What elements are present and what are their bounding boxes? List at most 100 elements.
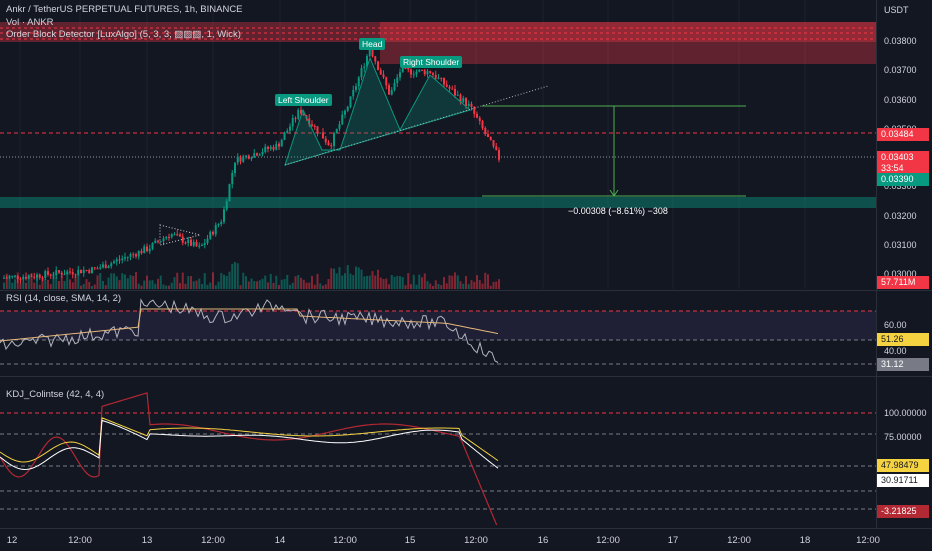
volume-bar — [489, 285, 492, 289]
volume-bar — [242, 272, 245, 289]
candle-body — [335, 128, 338, 134]
candle-body — [71, 272, 74, 275]
bearish-order-block — [380, 22, 876, 64]
volume-legend[interactable]: Vol · ANKR — [6, 17, 54, 28]
volume-bar — [206, 284, 209, 289]
bearish-order-block — [0, 22, 876, 42]
indicator-legend[interactable]: Order Block Detector [LuxAlgo] (5, 3, 3,… — [6, 29, 241, 40]
candle-body — [157, 240, 159, 242]
volume-bar — [220, 272, 223, 289]
candle-body — [311, 124, 313, 126]
volume-bar — [85, 279, 88, 289]
candle-body — [33, 276, 36, 278]
candle-body — [396, 77, 399, 83]
candle-body — [49, 274, 52, 276]
volume-bar — [129, 275, 132, 289]
volume-bar — [410, 284, 412, 289]
volume-bar — [399, 276, 401, 289]
volume-bar — [121, 273, 124, 289]
candle-body — [239, 156, 242, 162]
volume-bar — [390, 274, 393, 289]
volume-bar — [278, 285, 280, 289]
candle-body — [357, 77, 360, 87]
volume-bar — [8, 275, 11, 289]
volume-bar — [300, 277, 302, 289]
candle-body — [267, 146, 269, 149]
candle-body — [132, 254, 135, 256]
rsi-chart[interactable] — [0, 291, 876, 375]
price-chart[interactable] — [0, 0, 876, 289]
time-tick: 16 — [537, 535, 549, 546]
candle-body — [338, 124, 341, 129]
candle-body — [88, 270, 91, 273]
volume-bar — [159, 275, 162, 289]
volume-bar — [448, 275, 451, 289]
volume-bar — [264, 275, 267, 289]
time-tick: 12:00 — [333, 535, 357, 546]
volume-bar — [110, 273, 113, 289]
volume-bar — [132, 275, 135, 289]
rsi-ma-tag: 31.12 — [877, 358, 929, 371]
price-axis[interactable] — [876, 0, 932, 528]
candle-body — [421, 69, 423, 71]
candle-body — [129, 254, 132, 257]
time-tick: 12:00 — [201, 535, 225, 546]
volume-bar — [407, 273, 410, 289]
volume-bar — [412, 274, 415, 289]
candle-body — [82, 270, 85, 274]
candle-body — [225, 201, 228, 210]
volume-bar — [223, 274, 225, 289]
kdj-chart[interactable] — [0, 377, 876, 525]
volume-bar — [344, 273, 346, 289]
rsi-pane[interactable] — [0, 291, 876, 375]
volume-bar — [5, 273, 8, 289]
candle-body — [390, 89, 393, 95]
volume-bar — [118, 280, 121, 289]
volume-bar — [382, 278, 385, 289]
candle-body — [283, 133, 286, 140]
candle-body — [374, 56, 377, 62]
volume-bar — [22, 282, 25, 289]
candle-body — [363, 66, 366, 68]
candle-body — [289, 126, 291, 131]
volume-bar — [465, 276, 467, 289]
volume-bar — [437, 283, 440, 289]
volume-bar — [113, 273, 115, 289]
candle-body — [85, 270, 88, 272]
volume-bar — [184, 283, 187, 289]
volume-bar — [291, 282, 294, 289]
candle-body — [269, 146, 272, 149]
candle-body — [253, 153, 256, 158]
volume-bar — [316, 273, 319, 289]
volume-bar — [426, 281, 429, 289]
rsi-legend[interactable]: RSI (14, close, SMA, 14, 2) — [6, 293, 122, 304]
right-shoulder-label: Right Shoulder — [400, 56, 463, 68]
pane-divider-kdj[interactable] — [0, 376, 932, 377]
candle-body — [135, 254, 137, 257]
kdj-pane[interactable] — [0, 377, 876, 525]
time-tick: 12:00 — [727, 535, 751, 546]
pane-divider-rsi[interactable] — [0, 290, 932, 291]
candle-body — [349, 96, 352, 107]
time-tick: 17 — [667, 535, 679, 546]
candle-body — [162, 238, 165, 242]
volume-bar — [396, 275, 399, 289]
volume-bar — [462, 283, 465, 289]
volume-bar — [445, 283, 448, 289]
candle-body — [377, 61, 379, 70]
volume-bar — [140, 285, 143, 289]
volume-bar — [385, 278, 388, 289]
volume-bar — [165, 285, 168, 289]
kdj-legend[interactable]: KDJ_Colintse (42, 4, 4) — [6, 389, 105, 400]
volume-bar — [352, 275, 355, 289]
candle-body — [236, 156, 239, 163]
price-pane[interactable] — [0, 0, 876, 289]
time-axis[interactable] — [0, 528, 932, 551]
candle-body — [203, 243, 206, 246]
candle-body — [154, 240, 157, 244]
volume-bar — [3, 282, 5, 289]
symbol-legend[interactable]: Ankr / TetherUS PERPETUAL FUTURES, 1h, B… — [6, 4, 243, 15]
candle-body — [146, 246, 148, 252]
price-tick: 0.03600 — [884, 95, 917, 105]
volume-bar — [256, 281, 258, 289]
